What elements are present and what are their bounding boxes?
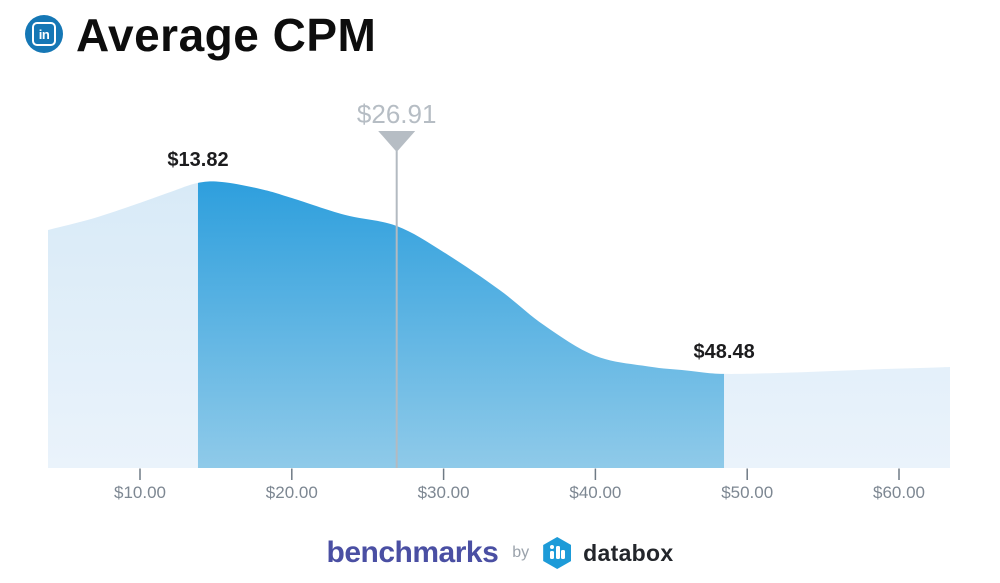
chart-header: in Average CPM <box>25 10 376 58</box>
x-axis-tick-label: $30.00 <box>417 483 470 502</box>
median-marker-triangle-icon <box>378 131 416 152</box>
distribution-area-right-tail <box>724 367 950 468</box>
page-title: Average CPM <box>76 9 377 61</box>
linkedin-in-glyph: in <box>32 22 56 46</box>
linkedin-icon: in <box>25 15 63 53</box>
distribution-area-left-tail <box>48 182 198 468</box>
distribution-area-interquartile <box>197 181 725 468</box>
median-value-label: $26.91 <box>356 99 437 129</box>
x-axis-ticks <box>139 468 900 480</box>
footer-branding: benchmarks by databox <box>0 533 1000 573</box>
benchmarks-wordmark: benchmarks <box>326 536 499 569</box>
x-axis-tick-label: $20.00 <box>265 483 318 502</box>
databox-wordmark: databox <box>583 539 674 566</box>
lower-quartile-value-label: $13.82 <box>167 149 229 171</box>
databox-logo-icon <box>543 537 572 569</box>
by-label: by <box>512 544 530 561</box>
x-axis-tick-label: $10.00 <box>114 483 166 502</box>
upper-quartile-value-label: $48.48 <box>693 341 755 363</box>
x-axis-tick-label: $40.00 <box>569 483 622 502</box>
x-axis-tick-label: $50.00 <box>721 483 774 502</box>
x-axis-tick-label: $60.00 <box>873 483 925 502</box>
